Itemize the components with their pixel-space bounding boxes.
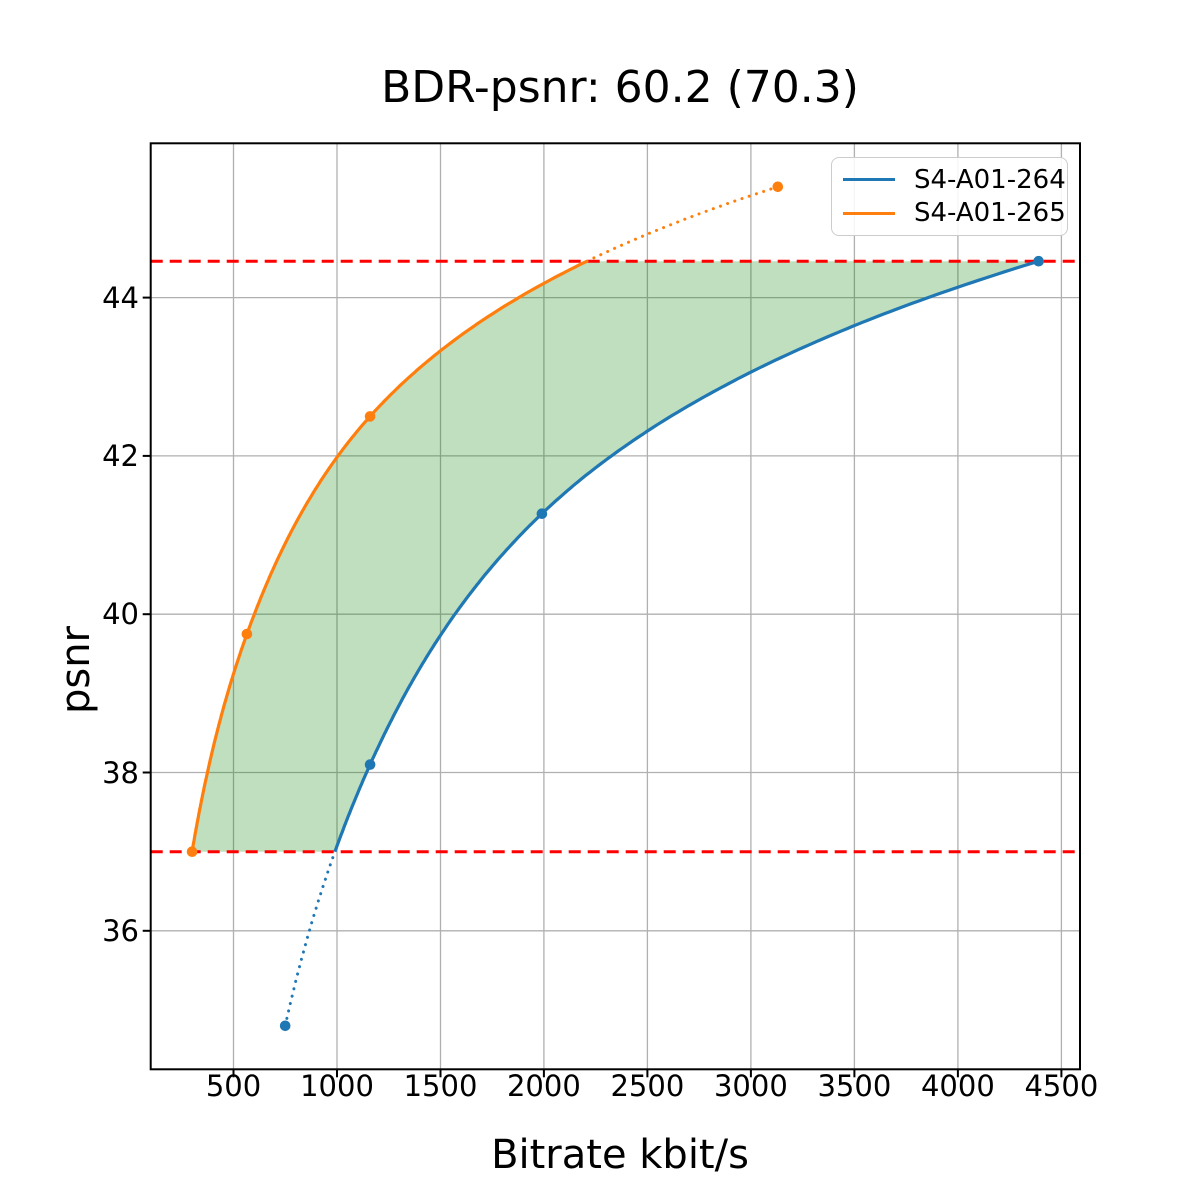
- legend-entry-s4-a01-264: S4-A01-264: [832, 165, 1067, 195]
- y-tick-label: 36: [102, 913, 139, 948]
- legend-label: S4-A01-265: [914, 198, 1066, 229]
- data-point-s4-a01-265: [186, 846, 198, 857]
- chart-title: BDR-psnr: 60.2 (70.3): [381, 62, 859, 113]
- data-point-s4-a01-264: [279, 1020, 291, 1032]
- data-point-s4-a01-265: [241, 628, 253, 640]
- series-curve-s4-a01-264: [333, 259, 1040, 853]
- x-axis-label: Bitrate kbit/s: [491, 1132, 749, 1178]
- data-point-s4-a01-264: [364, 759, 376, 770]
- x-tick-label: 2000: [506, 1069, 581, 1103]
- x-tick-label: 500: [205, 1069, 262, 1103]
- x-tick-label: 1500: [403, 1069, 478, 1103]
- x-tick-label: 3000: [713, 1069, 788, 1103]
- x-tick-label: 1000: [300, 1069, 374, 1103]
- x-tick-label: 4500: [1024, 1069, 1099, 1103]
- bd-overlap-fill-region: [192, 261, 1039, 852]
- axes-spines: [149, 142, 1081, 1071]
- legend-label: S4-A01-264: [914, 164, 1066, 195]
- y-tick-label: 40: [102, 597, 139, 632]
- x-tick-label: 2500: [610, 1069, 685, 1103]
- legend-line-blue-icon: [843, 178, 895, 182]
- y-tick-label: 38: [102, 755, 139, 790]
- data-point-s4-a01-264: [1033, 255, 1044, 267]
- data-point-s4-a01-265: [772, 181, 784, 193]
- legend: S4-A01-264 S4-A01-265: [831, 157, 1068, 236]
- data-point-s4-a01-264: [536, 508, 548, 519]
- legend-entry-s4-a01-265: S4-A01-265: [832, 198, 1067, 228]
- x-tick-label: 3500: [817, 1069, 892, 1103]
- data-point-s4-a01-265: [364, 411, 376, 422]
- y-tick-label: 44: [102, 280, 139, 315]
- series-curve-dotted-s4-a01-265: [585, 185, 780, 263]
- x-tick-label: 4000: [920, 1069, 995, 1103]
- y-axis-label: psnr: [53, 626, 100, 715]
- y-tick-label: 42: [102, 438, 139, 473]
- series-curve-s4-a01-265: [190, 259, 588, 852]
- legend-line-orange-icon: [843, 211, 895, 215]
- series-curve-dotted-s4-a01-264: [283, 850, 337, 1028]
